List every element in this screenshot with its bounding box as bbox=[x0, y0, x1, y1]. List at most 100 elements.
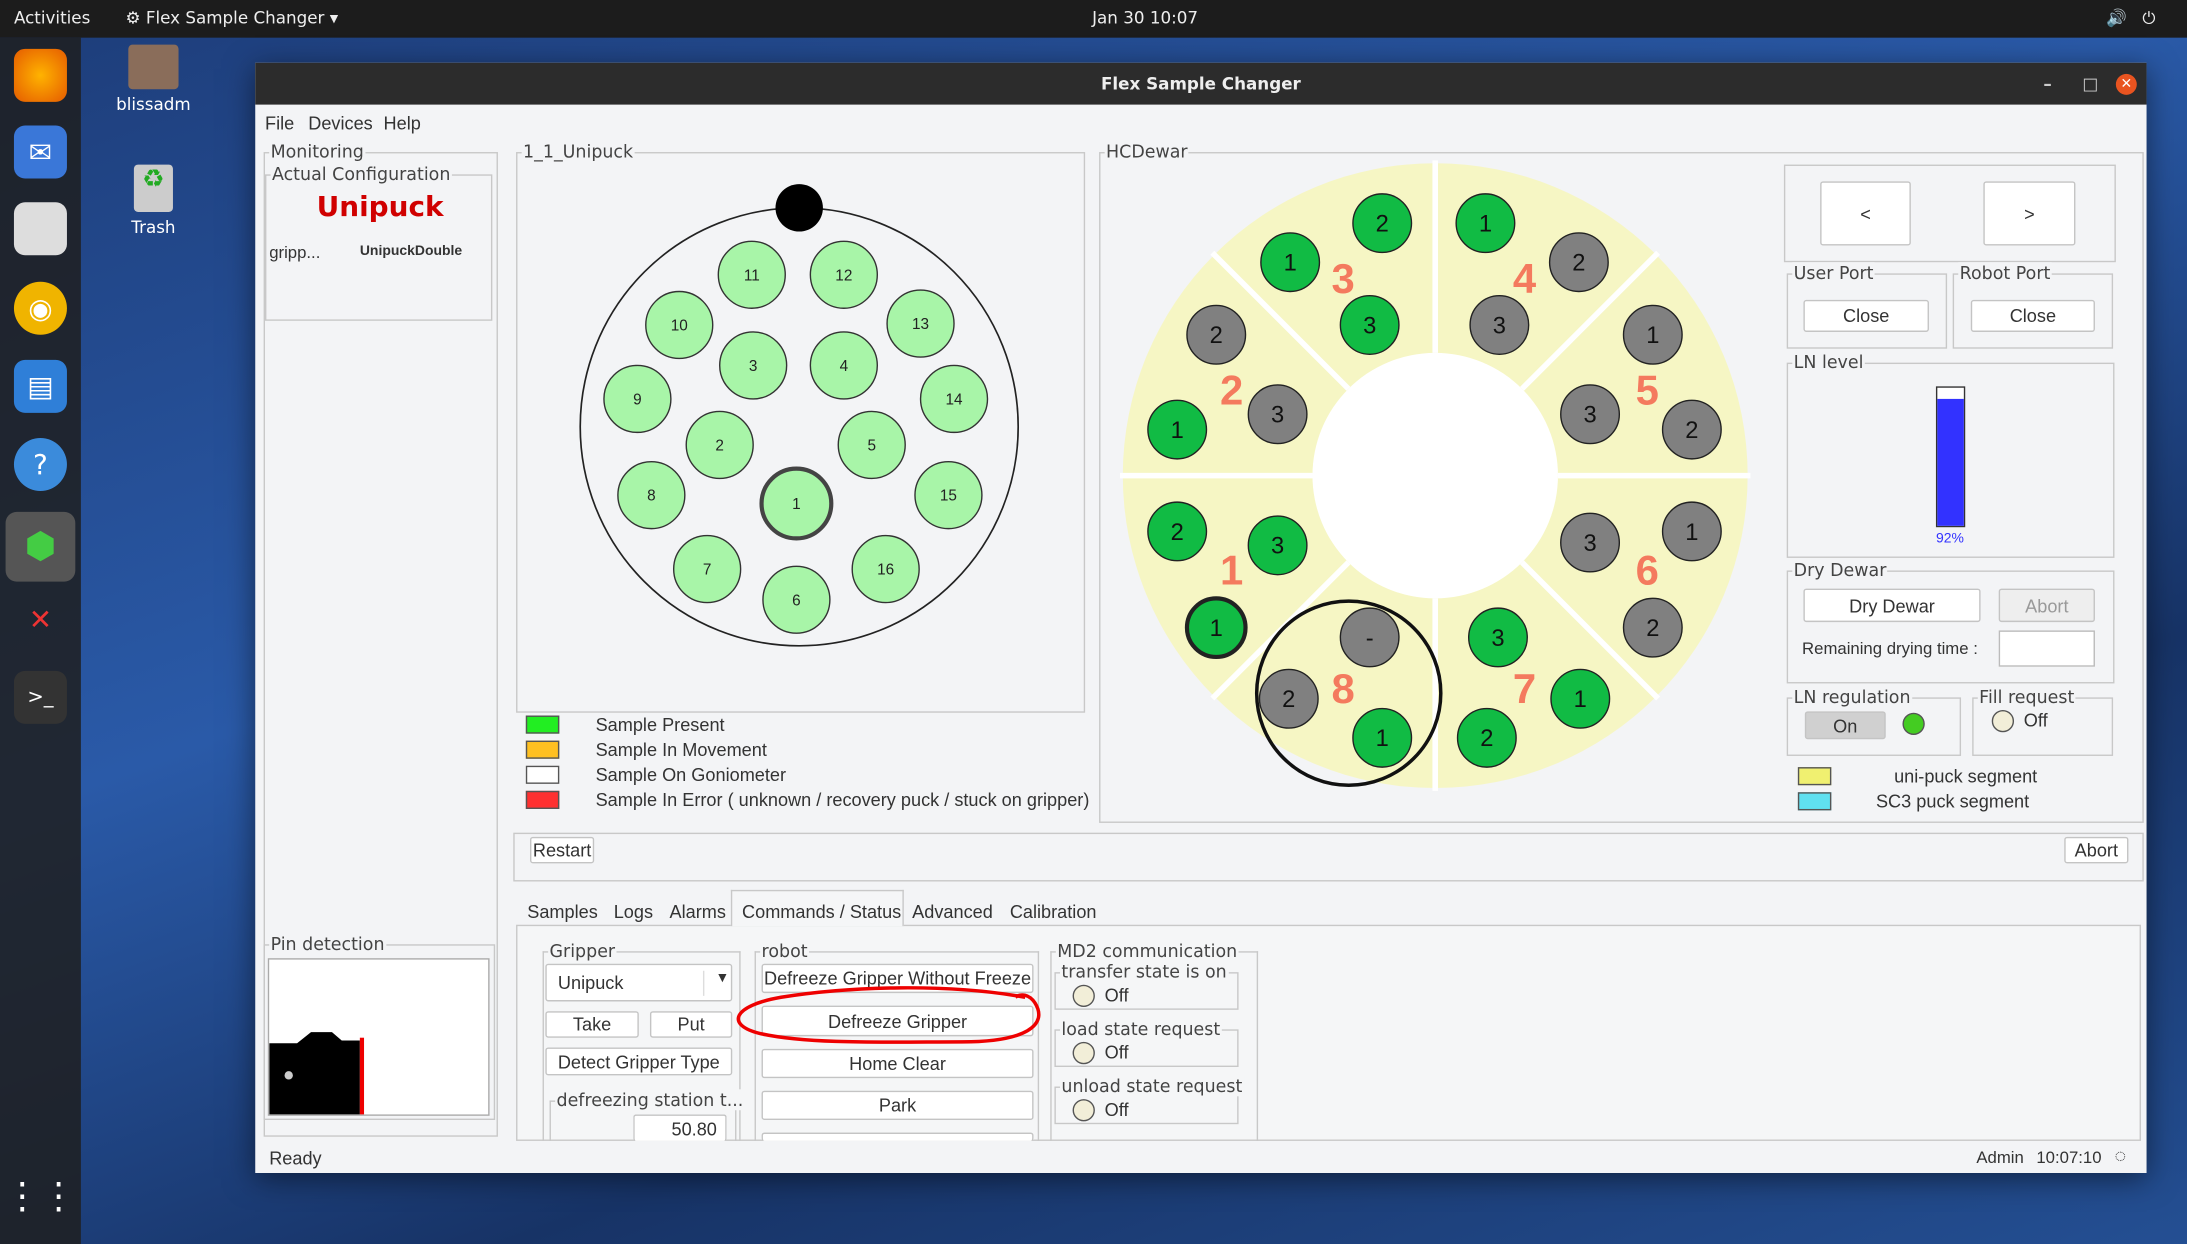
firefox-icon[interactable] bbox=[13, 48, 67, 102]
dewar-puck[interactable] bbox=[1548, 232, 1609, 293]
uni-puck-swatch bbox=[1797, 767, 1832, 786]
segment-number: 3 bbox=[1332, 255, 1355, 302]
menu-file[interactable]: File bbox=[265, 112, 295, 134]
dewar-puck[interactable] bbox=[1467, 607, 1528, 668]
dewar-puck[interactable] bbox=[1661, 501, 1722, 562]
fill-request-state: Off bbox=[2023, 709, 2048, 731]
robot-extra-button[interactable] bbox=[761, 1132, 1034, 1141]
legend-label: Sample On Goniometer bbox=[595, 764, 787, 786]
dewar-puck[interactable] bbox=[1661, 399, 1722, 460]
user-port-close-button[interactable]: Close bbox=[1803, 299, 1929, 332]
volume-icon[interactable]: 🔊 bbox=[2106, 8, 2127, 28]
dewar-puck[interactable] bbox=[1456, 707, 1517, 768]
dewar-puck[interactable] bbox=[1260, 232, 1321, 293]
dewar-puck-label: 1 bbox=[1646, 323, 1659, 349]
tab-calibration[interactable]: Calibration bbox=[1009, 901, 1097, 922]
dry-abort-button[interactable]: Abort bbox=[1998, 588, 2095, 623]
files-icon[interactable] bbox=[13, 202, 67, 256]
put-button[interactable]: Put bbox=[649, 1011, 733, 1038]
dry-dewar-group: Dry Dewar bbox=[1786, 559, 2115, 684]
clock[interactable]: Jan 30 10:07 bbox=[1092, 8, 1199, 28]
defreeze-station-input[interactable]: 50.80 bbox=[633, 1114, 727, 1141]
ln-regulation-on-button[interactable]: On bbox=[1804, 711, 1886, 740]
segment-number: 5 bbox=[1636, 366, 1659, 413]
home-clear-button[interactable]: Home Clear bbox=[761, 1048, 1034, 1079]
md2-state: Off bbox=[1104, 1099, 1129, 1121]
gripper-title: Gripper bbox=[548, 940, 617, 961]
xterm-icon[interactable]: ✕ bbox=[28, 602, 53, 637]
dewar-puck[interactable] bbox=[1339, 294, 1400, 355]
dewar-puck[interactable] bbox=[1622, 304, 1683, 365]
md2-item-label: transfer state is on bbox=[1060, 960, 1229, 982]
dewar-puck-label: 2 bbox=[1646, 616, 1659, 642]
tab-logs[interactable]: Logs bbox=[613, 901, 654, 922]
minimize-button[interactable]: – bbox=[2043, 73, 2052, 94]
legend-swatch bbox=[525, 765, 560, 784]
tab-samples[interactable]: Samples bbox=[527, 901, 598, 922]
thunderbird-icon[interactable]: ✉ bbox=[13, 125, 67, 179]
dewar-puck[interactable] bbox=[1147, 501, 1208, 562]
dewar-puck[interactable] bbox=[1147, 399, 1208, 460]
prev-button[interactable]: < bbox=[1820, 181, 1911, 246]
dewar-puck[interactable] bbox=[1258, 668, 1319, 729]
dewar-puck[interactable] bbox=[1186, 304, 1247, 365]
dewar-puck[interactable] bbox=[1247, 384, 1308, 445]
sample-changer-app-icon[interactable]: ⬢ bbox=[5, 511, 76, 582]
segment-divider bbox=[1520, 250, 1661, 391]
md2-title: MD2 communication bbox=[1055, 940, 1239, 961]
defreeze-gripper-button[interactable]: Defreeze Gripper bbox=[761, 1005, 1034, 1037]
remaining-time-input[interactable] bbox=[1998, 630, 2095, 667]
help-icon[interactable]: ? bbox=[13, 437, 67, 491]
dewar-puck[interactable] bbox=[1622, 597, 1683, 658]
dewar-puck[interactable] bbox=[1550, 668, 1611, 729]
robot-port-title: Robot Port bbox=[1958, 262, 2052, 284]
robot-title: robot bbox=[760, 940, 809, 961]
tab-commands-status[interactable]: Commands / Status bbox=[730, 889, 904, 927]
tab-alarms[interactable]: Alarms bbox=[669, 901, 726, 922]
segment-number: 2 bbox=[1220, 366, 1243, 413]
dewar-puck[interactable] bbox=[1352, 707, 1413, 768]
terminal-icon[interactable]: >_ bbox=[13, 670, 67, 724]
dry-dewar-button[interactable]: Dry Dewar bbox=[1803, 588, 1981, 623]
menu-devices[interactable]: Devices bbox=[308, 112, 373, 134]
power-icon[interactable]: ⏻ bbox=[2142, 8, 2156, 28]
segment-number: 7 bbox=[1513, 665, 1536, 712]
dewar-puck[interactable] bbox=[1455, 193, 1516, 254]
show-apps-icon[interactable]: ⋮⋮ bbox=[4, 1175, 77, 1218]
uni-puck-legend-label: uni-puck segment bbox=[1894, 765, 2038, 787]
abort-button[interactable]: Abort bbox=[2064, 836, 2129, 864]
gripper-group: Gripper bbox=[542, 940, 741, 1141]
app-menu[interactable]: ⚙ Flex Sample Changer ▾ bbox=[125, 8, 339, 28]
ln-level-bar bbox=[1935, 386, 1966, 528]
rhythmbox-icon[interactable]: ◉ bbox=[13, 281, 67, 335]
dewar-puck[interactable] bbox=[1339, 607, 1400, 668]
close-button[interactable]: ✕ bbox=[2115, 73, 2137, 95]
segment-number: 8 bbox=[1332, 665, 1355, 712]
restart-button[interactable]: Restart bbox=[530, 836, 595, 864]
tab-advanced[interactable]: Advanced bbox=[912, 901, 993, 922]
gripper-type-select[interactable]: Unipuck ▼ bbox=[545, 963, 733, 1002]
next-button[interactable]: > bbox=[1983, 181, 2076, 246]
desktop-home[interactable]: blissadm bbox=[98, 44, 210, 114]
writer-icon[interactable]: ▤ bbox=[13, 359, 67, 413]
take-button[interactable]: Take bbox=[545, 1011, 639, 1038]
park-button[interactable]: Park bbox=[761, 1090, 1034, 1121]
dewar-puck[interactable] bbox=[1352, 193, 1413, 254]
dewar-puck[interactable] bbox=[1560, 512, 1621, 573]
dry-dewar-title: Dry Dewar bbox=[1792, 559, 1888, 581]
folder-icon bbox=[128, 44, 179, 90]
dewar-puck[interactable] bbox=[1560, 384, 1621, 445]
dewar-puck[interactable] bbox=[1469, 294, 1530, 355]
detect-gripper-button[interactable]: Detect Gripper Type bbox=[545, 1047, 733, 1076]
robot-port-close-button[interactable]: Close bbox=[1970, 299, 2095, 332]
dewar-puck[interactable] bbox=[1184, 596, 1248, 660]
sc3-puck-swatch bbox=[1797, 792, 1832, 811]
dewar-center bbox=[1312, 352, 1558, 599]
activities-button[interactable]: Activities bbox=[13, 8, 91, 28]
dewar-puck-label: 2 bbox=[1572, 251, 1585, 277]
menu-help[interactable]: Help bbox=[383, 112, 421, 134]
ln-regulation-group: LN regulation bbox=[1786, 686, 1962, 756]
dewar-puck[interactable] bbox=[1247, 515, 1308, 576]
maximize-button[interactable]: □ bbox=[2082, 73, 2099, 94]
desktop-trash[interactable]: ♻ Trash bbox=[98, 164, 210, 237]
